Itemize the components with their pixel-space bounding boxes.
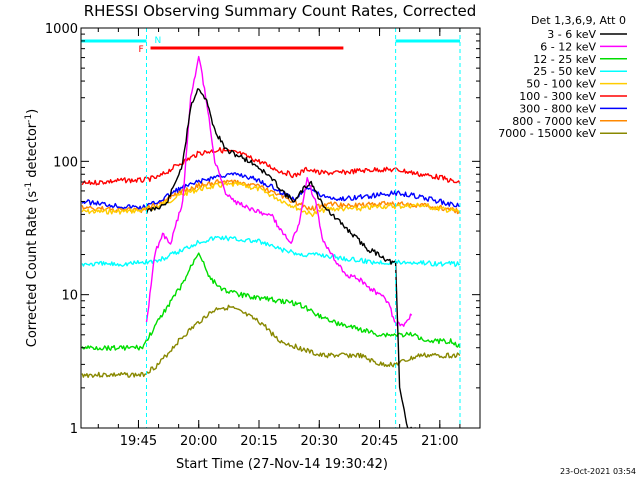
series-line-100-300-kev [81, 147, 461, 186]
x-tick-label: 20:45 [361, 434, 398, 449]
legend-entry-label: 3 - 6 keV [547, 28, 596, 41]
series-line-7000-15000-kev [81, 304, 461, 378]
night-flag-label: N [154, 36, 161, 46]
legend-entry-label: 100 - 300 keV [519, 90, 596, 103]
x-tick-label: 20:00 [180, 434, 217, 449]
series-line-3-6-kev [145, 88, 416, 428]
flag-bars: NF [81, 28, 461, 428]
y-tick-label: 100 [53, 155, 78, 170]
timestamp: 23-Oct-2021 03:54 [560, 467, 636, 476]
series-line-12-25-kev [81, 252, 461, 351]
legend-entry-label: 12 - 25 keV [533, 53, 596, 66]
series-line-50-100-kev [81, 181, 460, 218]
y-axis-label: Corrected Count Rate (s-1 detector-1) [24, 109, 40, 347]
x-tick-label: 20:15 [240, 434, 277, 449]
legend-header: Det 1,3,6,9, Att 0 [531, 14, 626, 27]
series-line-25-50-kev [81, 235, 461, 268]
y-axis-label-part: detector [25, 122, 40, 182]
y-tick-label: 1000 [45, 22, 78, 37]
y-axis-label-part: ) [25, 109, 40, 114]
legend-entry-label: 25 - 50 keV [533, 65, 596, 78]
chart-title: RHESSI Observing Summary Count Rates, Co… [84, 2, 477, 20]
plot-frame [80, 27, 481, 429]
x-tick-label: 20:30 [301, 434, 338, 449]
y-tick-label: 10 [61, 289, 78, 304]
series-group [81, 55, 461, 428]
legend-entry-label: 7000 - 15000 keV [498, 127, 596, 140]
x-tick-label: 21:00 [421, 434, 458, 449]
x-axis-label: Start Time (27-Nov-14 19:30:42) [176, 457, 388, 472]
y-tick-label: 1 [70, 422, 78, 437]
y-axis-label-part: Corrected Count Rate (s [25, 191, 40, 348]
axes: 1 10 100 1000 19:45 20:00 20:15 20:30 20:45 21:00 [45, 22, 481, 449]
y-axis-label-sup: -1 [24, 114, 34, 123]
y-axis-label-sup: -1 [24, 182, 34, 191]
legend-entry-label: 50 - 100 keV [526, 78, 596, 91]
series-line-6-12-kev [145, 55, 413, 327]
flare-flag-label: F [139, 45, 144, 55]
x-tick-label: 19:45 [120, 434, 157, 449]
plot-area: NF [81, 28, 461, 428]
legend-entry-label: 300 - 800 keV [519, 102, 596, 115]
series-line-300-800-kev [81, 172, 461, 210]
legend-entry-label: 6 - 12 keV [540, 40, 596, 53]
legend-entry-label: 800 - 7000 keV [512, 115, 596, 128]
